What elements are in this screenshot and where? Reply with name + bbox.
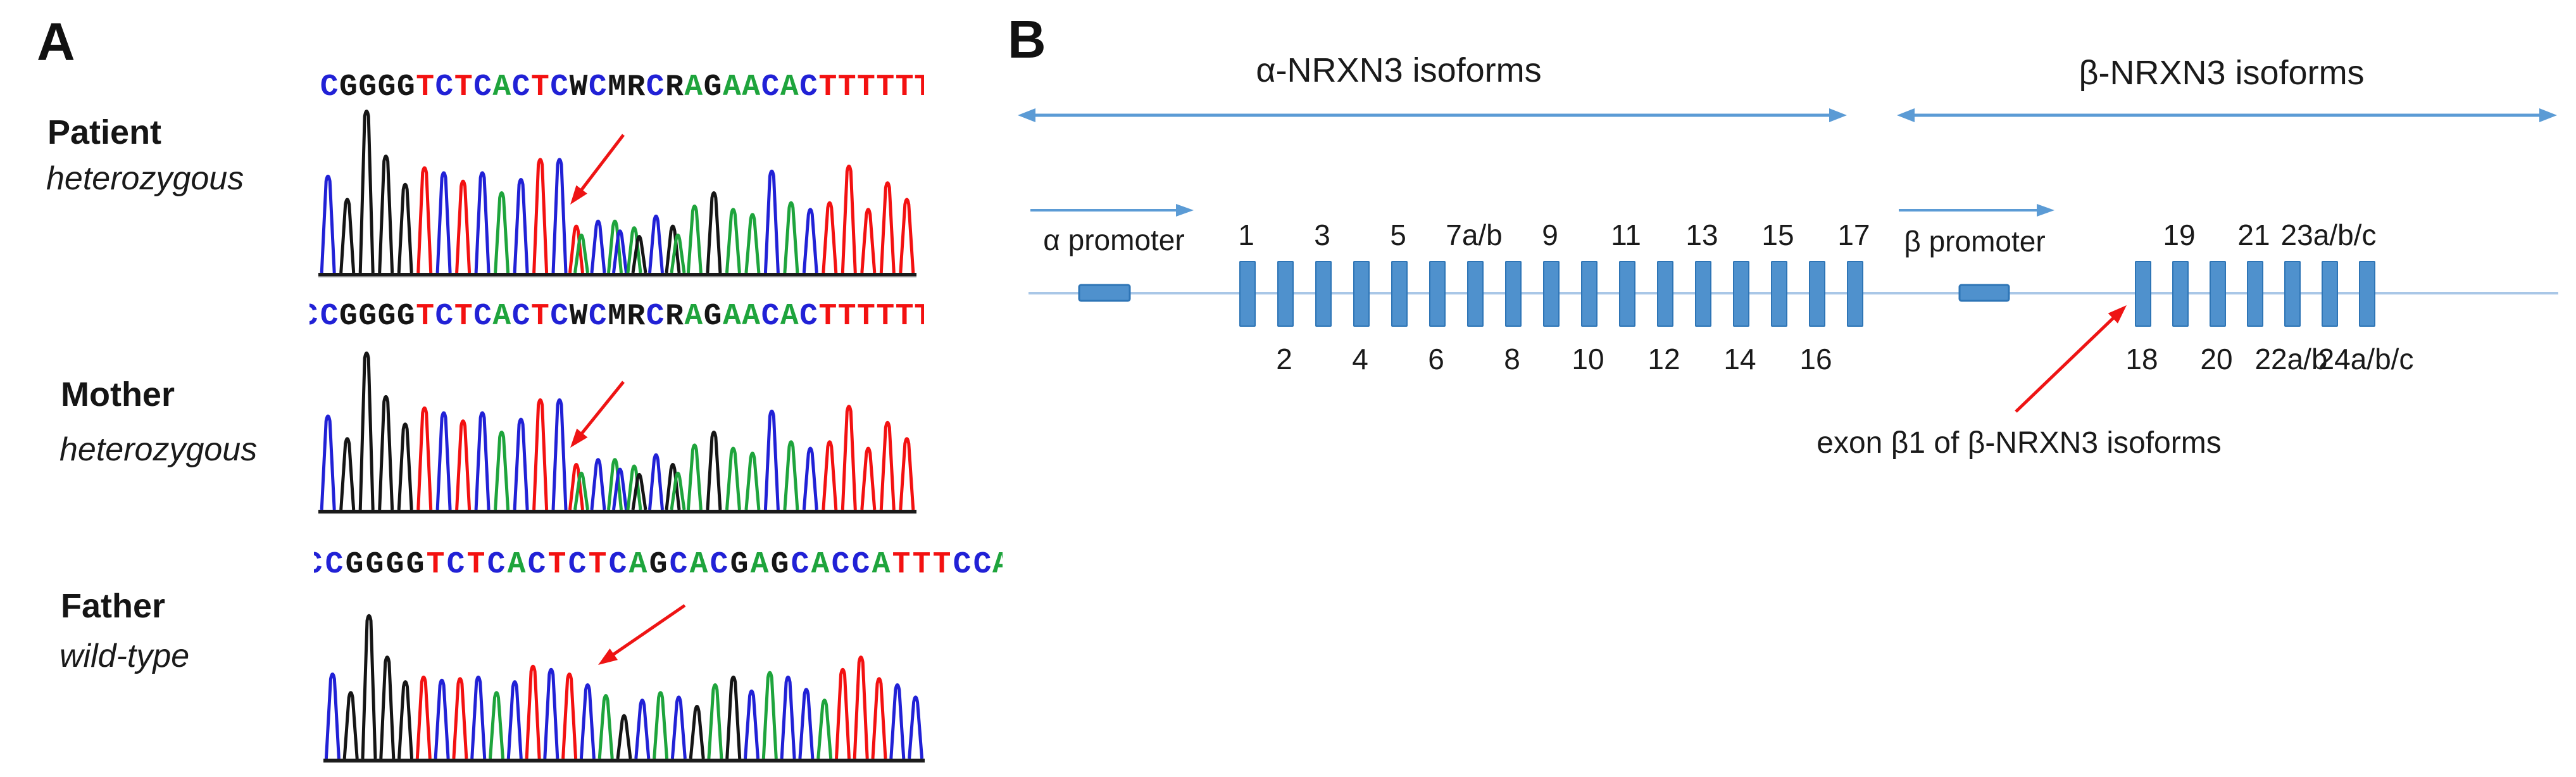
panel-a-label: A (37, 12, 75, 72)
alpha-promoter-box (1078, 284, 1131, 302)
trace-genotype-patient: heterozygous (46, 160, 244, 197)
beta-span-arrow (1897, 108, 2557, 122)
beta-isoforms-title: β-NRXN3 isoforms (2079, 54, 2365, 92)
sequence-text-father: CCGGGGTCTCACTCTCAGCACGAGCACCATTTCCA (314, 548, 1003, 582)
sequence-text-mother: CCGGGGTCTCACTCWCMRCRAGAACACTTTTTT (309, 300, 925, 334)
exon-beta1-annotation: exon β1 of β-NRXN3 isoforms (1816, 426, 2222, 460)
exon-beta1-arrow (987, 0, 2576, 494)
chromatogram-mother (318, 345, 916, 517)
beta-promoter-arrow-icon (1899, 204, 2054, 217)
beta-promoter-label: β promoter (1904, 225, 2046, 258)
alpha-span-arrow (1018, 108, 1847, 122)
panel-b-label: B (1008, 9, 1046, 69)
trace-name-father: Father (61, 587, 166, 625)
beta-promoter-box (1958, 284, 2010, 302)
trace-genotype-mother: heterozygous (59, 431, 258, 468)
chromatogram-patient (318, 103, 916, 281)
alpha-promoter-label: α promoter (1043, 224, 1185, 256)
trace-name-patient: Patient (47, 113, 162, 151)
trace-name-mother: Mother (61, 376, 175, 414)
trace-genotype-father: wild-type (59, 638, 190, 674)
alpha-promoter-arrow-icon (1030, 204, 1194, 217)
alpha-isoforms-title: α-NRXN3 isoforms (1256, 51, 1542, 89)
chromatogram-father (323, 602, 925, 766)
